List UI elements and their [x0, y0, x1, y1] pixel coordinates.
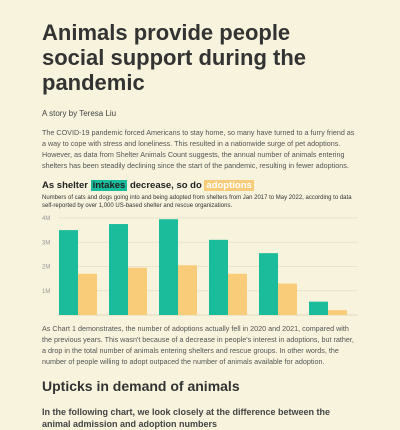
adoptions-bar: [328, 310, 347, 315]
chart-title-mid: decrease, so do: [127, 180, 205, 191]
intakes-bar: [109, 224, 128, 315]
intro-paragraph: The COVID-19 pandemic forced Americans t…: [42, 128, 355, 170]
article-byline: A story by Teresa Liu: [42, 109, 117, 118]
chart-title-intakes-highlight: intakes: [90, 180, 128, 191]
intakes-adoptions-bar-chart: 1M 2M 3M 4M: [42, 216, 358, 316]
adoptions-bar: [228, 273, 247, 315]
y-tick-label: 1M: [42, 289, 50, 295]
adoptions-bar: [278, 283, 297, 315]
chart-subtitle: Numbers of cats and dogs going into and …: [42, 195, 352, 209]
y-tick-label: 4M: [42, 216, 50, 222]
section-subheading: In the following chart, we look closely …: [42, 407, 331, 429]
analysis-paragraph: As Chart 1 demonstrates, the number of a…: [42, 324, 354, 366]
adoptions-bar: [78, 273, 97, 315]
section-heading: Upticks in demand of animals: [42, 378, 240, 394]
adoptions-bar: [128, 267, 147, 315]
y-tick-label: 2M: [42, 265, 50, 271]
intakes-bar: [159, 219, 178, 315]
article-page: Animals provide people social support du…: [42, 20, 358, 429]
chart-title: As shelter intakes decrease, so do adopt…: [42, 179, 358, 192]
intakes-bar: [59, 230, 78, 315]
y-tick-label: 3M: [42, 240, 50, 246]
intakes-bar: [309, 301, 328, 315]
adoptions-bar: [178, 265, 197, 315]
chart-title-adoptions-highlight: adoptions: [204, 180, 254, 191]
article-title: Animals provide people social support du…: [42, 20, 307, 95]
intakes-bar: [209, 239, 228, 315]
chart-title-pre: As shelter: [42, 180, 91, 191]
intakes-bar: [259, 253, 278, 315]
